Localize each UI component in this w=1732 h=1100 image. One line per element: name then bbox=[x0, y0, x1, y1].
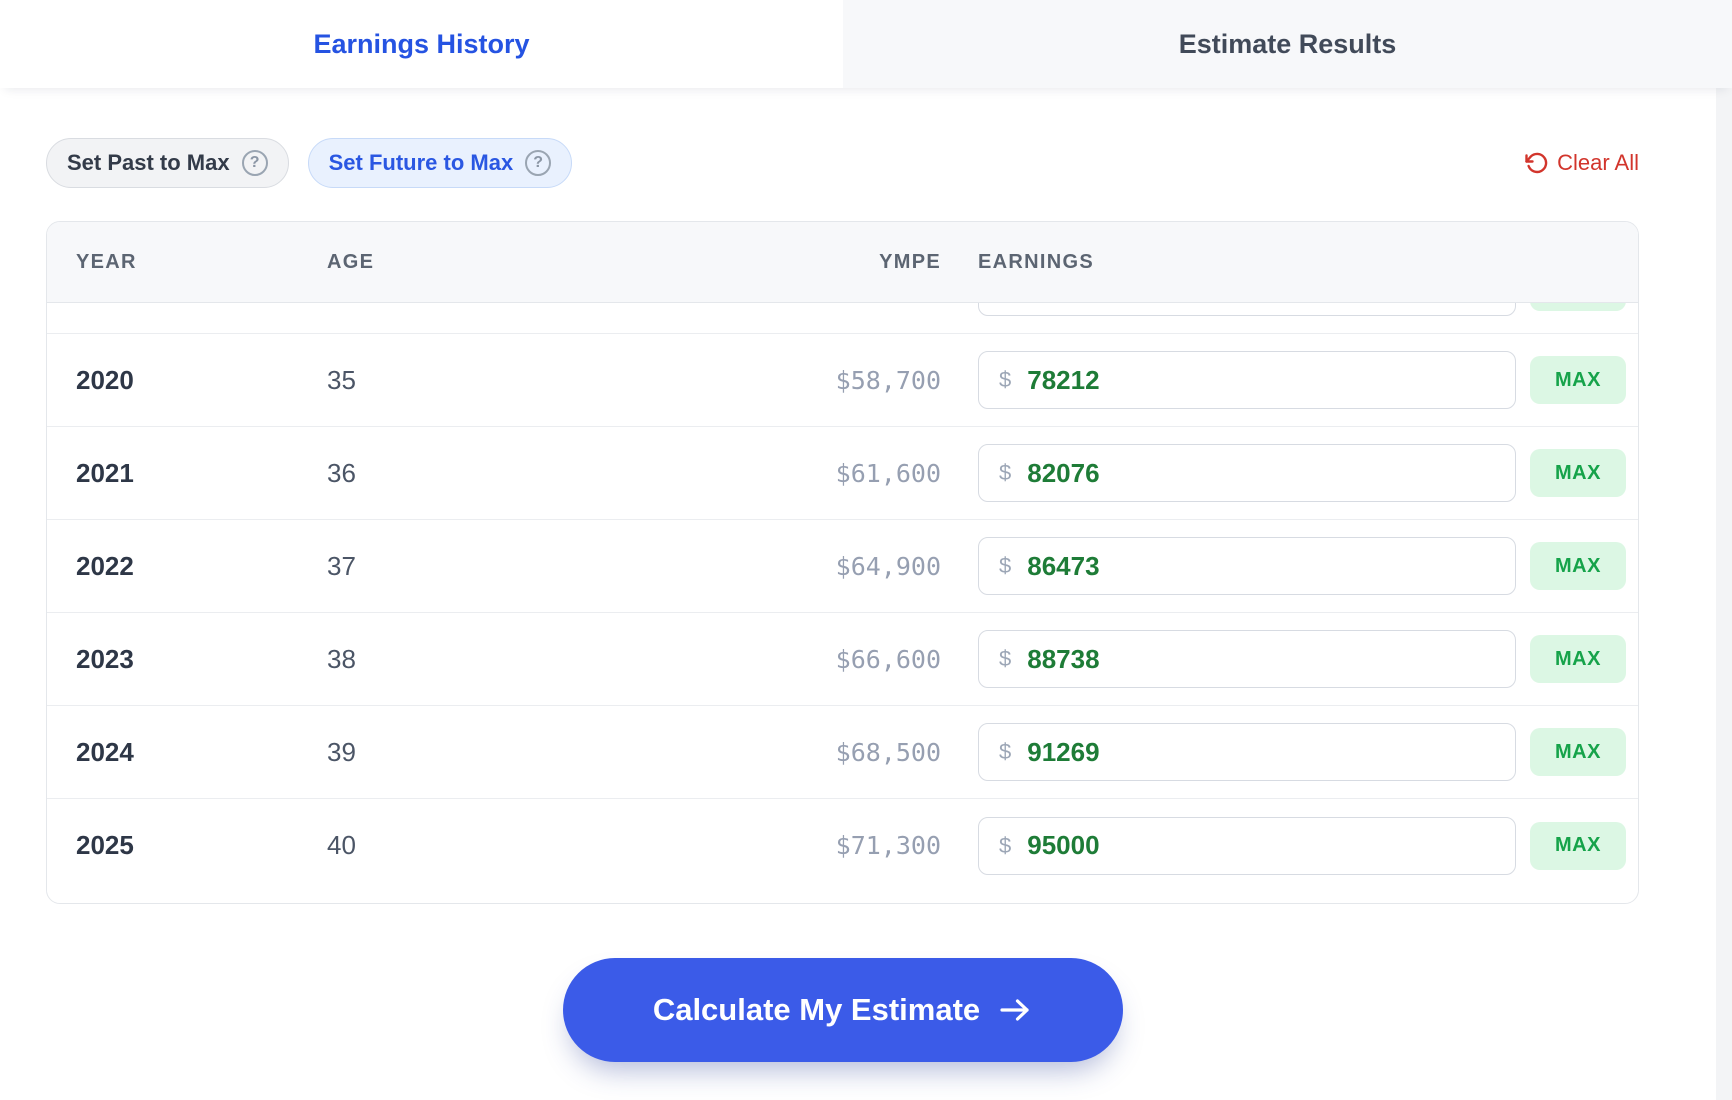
calculate-my-estimate-button[interactable]: Calculate My Estimate bbox=[562, 958, 1123, 1062]
age-cell: 40 bbox=[327, 830, 356, 860]
max-button[interactable]: MAX bbox=[1530, 449, 1626, 497]
help-icon[interactable]: ? bbox=[525, 150, 552, 176]
ympe-cell: $61,600 bbox=[835, 458, 941, 488]
set-past-to-max-label: Set Past to Max bbox=[67, 150, 230, 175]
header-ympe: YMPE bbox=[879, 250, 941, 273]
header-age: AGE bbox=[327, 250, 375, 273]
year-cell: 2024 bbox=[76, 736, 134, 767]
set-future-to-max-button[interactable]: Set Future to Max ? bbox=[307, 138, 573, 188]
max-button[interactable]: MAX bbox=[1530, 821, 1626, 870]
clear-all-button[interactable]: Clear All bbox=[1524, 150, 1639, 176]
age-cell: 38 bbox=[327, 643, 356, 674]
currency-prefix: $ bbox=[999, 460, 1012, 485]
clear-all-label: Clear All bbox=[1557, 150, 1639, 175]
earnings-input-box: $ bbox=[978, 303, 1516, 316]
max-cell: MAX bbox=[1516, 821, 1638, 870]
currency-prefix: $ bbox=[999, 739, 1012, 764]
earnings-cell: $ bbox=[941, 630, 1516, 688]
ympe-cell: $58,700 bbox=[835, 365, 941, 395]
table-row: 2021 36 $61,600 $ MAX bbox=[47, 427, 1638, 520]
max-button[interactable]: MAX bbox=[1530, 356, 1626, 404]
earnings-input[interactable] bbox=[1025, 456, 1495, 490]
max-cell: MAX bbox=[1516, 635, 1638, 683]
set-past-to-max-button[interactable]: Set Past to Max ? bbox=[46, 138, 289, 188]
tab-bar: Earnings History Estimate Results bbox=[0, 0, 1732, 88]
table-row: 2024 39 $68,500 $ MAX bbox=[47, 706, 1638, 799]
arrow-right-icon bbox=[998, 997, 1032, 1023]
scrollbar-track[interactable] bbox=[1716, 88, 1732, 1100]
max-button[interactable]: MAX bbox=[1530, 635, 1626, 683]
max-cell: MAX bbox=[1516, 303, 1638, 311]
earnings-cell: $ bbox=[941, 816, 1516, 875]
earnings-input[interactable] bbox=[1025, 363, 1495, 397]
max-cell: MAX bbox=[1516, 542, 1638, 590]
ympe-cell: $71,300 bbox=[835, 831, 941, 860]
set-future-to-max-label: Set Future to Max bbox=[328, 150, 514, 175]
table-header-row: YEAR AGE YMPE EARNINGS bbox=[47, 222, 1638, 303]
year-cell: 2021 bbox=[76, 457, 134, 488]
max-button[interactable]: MAX bbox=[1530, 303, 1626, 311]
table-row: 2022 37 $64,900 $ MAX bbox=[47, 520, 1638, 613]
earnings-input-box: $ bbox=[978, 537, 1516, 595]
table-row: 2025 40 $71,300 $ MAX bbox=[47, 799, 1638, 892]
help-icon[interactable]: ? bbox=[241, 150, 268, 176]
earnings-input[interactable] bbox=[1025, 642, 1495, 676]
earnings-input-box: $ bbox=[978, 444, 1516, 502]
earnings-cell: $ bbox=[941, 723, 1516, 781]
earnings-input-box: $ bbox=[978, 630, 1516, 688]
earnings-cell: $ bbox=[941, 351, 1516, 409]
earnings-input-box: $ bbox=[978, 351, 1516, 409]
currency-prefix: $ bbox=[999, 646, 1012, 671]
earnings-input-box: $ bbox=[978, 723, 1516, 781]
earnings-input[interactable] bbox=[1025, 829, 1495, 862]
age-cell: 39 bbox=[327, 736, 356, 767]
earnings-cell: $ bbox=[941, 303, 1516, 316]
table-row-partial: $ MAX bbox=[47, 303, 1638, 334]
year-cell: 2025 bbox=[76, 830, 134, 860]
ympe-cell: $68,500 bbox=[835, 737, 941, 767]
cta-row: Calculate My Estimate bbox=[46, 958, 1639, 1062]
tab-estimate-results[interactable]: Estimate Results bbox=[843, 0, 1732, 88]
table-scroll-area[interactable]: $ MAX 2020 35 $58,700 $ MAX bbox=[47, 303, 1638, 903]
currency-prefix: $ bbox=[999, 367, 1012, 392]
max-button[interactable]: MAX bbox=[1530, 728, 1626, 776]
year-cell: 2022 bbox=[76, 550, 134, 581]
age-cell: 37 bbox=[327, 550, 356, 581]
currency-prefix: $ bbox=[999, 553, 1012, 578]
earnings-input[interactable] bbox=[1025, 549, 1495, 583]
ympe-cell: $64,900 bbox=[835, 551, 941, 581]
year-cell: 2020 bbox=[76, 364, 134, 395]
calculate-button-label: Calculate My Estimate bbox=[652, 992, 981, 1027]
earnings-cell: $ bbox=[941, 537, 1516, 595]
earnings-table: YEAR AGE YMPE EARNINGS $ MAX 2020 35 bbox=[46, 221, 1639, 904]
earnings-input-box: $ bbox=[978, 816, 1516, 875]
currency-prefix: $ bbox=[999, 832, 1012, 858]
toolbar: Set Past to Max ? Set Future to Max ? Cl… bbox=[46, 138, 1639, 188]
table-row: 2020 35 $58,700 $ MAX bbox=[47, 334, 1638, 427]
year-cell: 2023 bbox=[76, 643, 134, 674]
table-row: 2023 38 $66,600 $ MAX bbox=[47, 613, 1638, 706]
header-earnings: EARNINGS bbox=[978, 250, 1094, 273]
max-cell: MAX bbox=[1516, 356, 1638, 404]
max-cell: MAX bbox=[1516, 449, 1638, 497]
age-cell: 36 bbox=[327, 457, 356, 488]
age-cell: 35 bbox=[327, 364, 356, 395]
max-cell: MAX bbox=[1516, 728, 1638, 776]
ympe-cell: $66,600 bbox=[835, 644, 941, 674]
earnings-input[interactable] bbox=[1025, 735, 1495, 769]
max-button[interactable]: MAX bbox=[1530, 542, 1626, 590]
undo-icon bbox=[1524, 151, 1548, 175]
earnings-input[interactable] bbox=[1025, 303, 1495, 304]
earnings-cell: $ bbox=[941, 444, 1516, 502]
header-year: YEAR bbox=[76, 250, 137, 273]
tab-earnings-history[interactable]: Earnings History bbox=[0, 0, 843, 88]
